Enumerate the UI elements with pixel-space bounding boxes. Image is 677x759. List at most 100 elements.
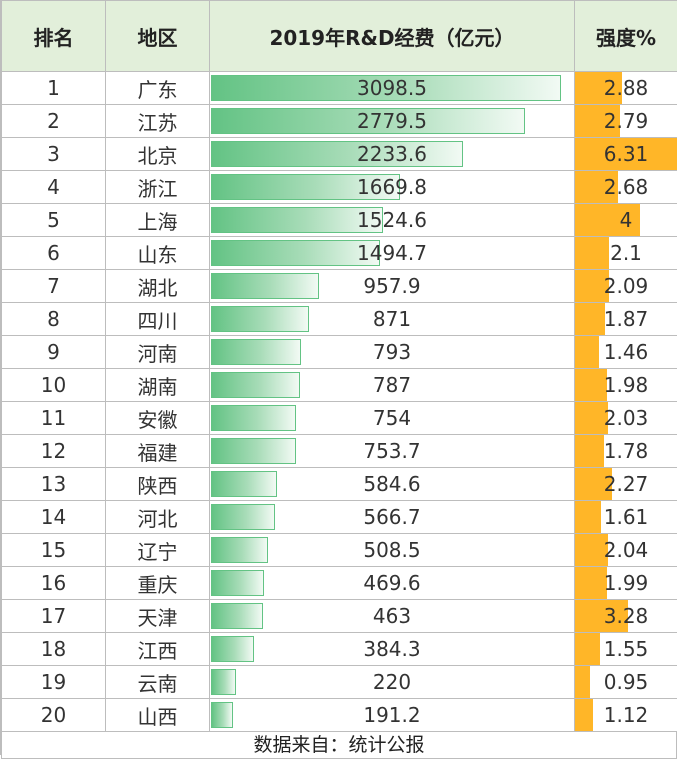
- rank-cell[interactable]: 5: [2, 204, 106, 237]
- rank-cell[interactable]: 15: [2, 534, 106, 567]
- expense-cell[interactable]: 1494.7: [210, 237, 575, 270]
- region-cell[interactable]: 辽宁: [106, 534, 210, 567]
- expense-cell[interactable]: 469.6: [210, 567, 575, 600]
- expense-cell[interactable]: 566.7: [210, 501, 575, 534]
- region-cell[interactable]: 浙江: [106, 171, 210, 204]
- region-cell[interactable]: 云南: [106, 666, 210, 699]
- rank-cell[interactable]: 11: [2, 402, 106, 435]
- expense-cell[interactable]: 1524.6: [210, 204, 575, 237]
- intensity-cell[interactable]: 4: [575, 204, 677, 237]
- expense-cell[interactable]: 508.5: [210, 534, 575, 567]
- intensity-cell[interactable]: 1.99: [575, 567, 677, 600]
- region-cell[interactable]: 江苏: [106, 105, 210, 138]
- region-cell[interactable]: 天津: [106, 600, 210, 633]
- region-cell[interactable]: 北京: [106, 138, 210, 171]
- rank-cell[interactable]: 13: [2, 468, 106, 501]
- rank-cell[interactable]: 3: [2, 138, 106, 171]
- intensity-cell[interactable]: 2.03: [575, 402, 677, 435]
- region-cell[interactable]: 河南: [106, 336, 210, 369]
- rank-cell[interactable]: 17: [2, 600, 106, 633]
- intensity-cell[interactable]: 2.04: [575, 534, 677, 567]
- intensity-cell[interactable]: 0.95: [575, 666, 677, 699]
- header-region[interactable]: 地区: [106, 1, 210, 72]
- rank-cell[interactable]: 12: [2, 435, 106, 468]
- expense-cell[interactable]: 2779.5: [210, 105, 575, 138]
- region-cell[interactable]: 福建: [106, 435, 210, 468]
- region-cell[interactable]: 上海: [106, 204, 210, 237]
- rank-cell[interactable]: 2: [2, 105, 106, 138]
- region-cell[interactable]: 山西: [106, 699, 210, 732]
- header-intensity[interactable]: 强度%: [575, 1, 677, 72]
- expense-cell[interactable]: 793: [210, 336, 575, 369]
- intensity-cell[interactable]: 1.12: [575, 699, 677, 732]
- intensity-cell[interactable]: 1.55: [575, 633, 677, 666]
- rank-cell[interactable]: 18: [2, 633, 106, 666]
- rank-cell[interactable]: 4: [2, 171, 106, 204]
- expense-cell[interactable]: 384.3: [210, 633, 575, 666]
- intensity-cell[interactable]: 1.61: [575, 501, 677, 534]
- rank-cell[interactable]: 10: [2, 369, 106, 402]
- expense-cell[interactable]: 957.9: [210, 270, 575, 303]
- region-cell[interactable]: 安徽: [106, 402, 210, 435]
- region-cell[interactable]: 重庆: [106, 567, 210, 600]
- expense-cell[interactable]: 754: [210, 402, 575, 435]
- header-rank[interactable]: 排名: [2, 1, 106, 72]
- intensity-cell[interactable]: 2.79: [575, 105, 677, 138]
- rank-cell[interactable]: 19: [2, 666, 106, 699]
- expense-cell[interactable]: 2233.6: [210, 138, 575, 171]
- intensity-cell[interactable]: 2.68: [575, 171, 677, 204]
- expense-cell[interactable]: 463: [210, 600, 575, 633]
- expense-cell[interactable]: 787: [210, 369, 575, 402]
- expense-cell[interactable]: 584.6: [210, 468, 575, 501]
- region-cell[interactable]: 江西: [106, 633, 210, 666]
- rank-cell[interactable]: 9: [2, 336, 106, 369]
- intensity-cell[interactable]: 6.31: [575, 138, 677, 171]
- expense-cell[interactable]: 220: [210, 666, 575, 699]
- region-cell[interactable]: 河北: [106, 501, 210, 534]
- region-cell[interactable]: 湖北: [106, 270, 210, 303]
- intensity-cell[interactable]: 1.98: [575, 369, 677, 402]
- intensity-cell[interactable]: 1.78: [575, 435, 677, 468]
- intensity-cell[interactable]: 2.09: [575, 270, 677, 303]
- expense-cell[interactable]: 871: [210, 303, 575, 336]
- rank-cell[interactable]: 8: [2, 303, 106, 336]
- rank-cell[interactable]: 20: [2, 699, 106, 732]
- expense-cell[interactable]: 191.2: [210, 699, 575, 732]
- region-cell[interactable]: 广东: [106, 72, 210, 105]
- expense-cell[interactable]: 1669.8: [210, 171, 575, 204]
- region-cell[interactable]: 四川: [106, 303, 210, 336]
- intensity-cell[interactable]: 1.46: [575, 336, 677, 369]
- intensity-cell[interactable]: 2.1: [575, 237, 677, 270]
- header-expense[interactable]: 2019年R&D经费（亿元）: [210, 1, 575, 72]
- intensity-cell[interactable]: 2.27: [575, 468, 677, 501]
- expense-cell[interactable]: 753.7: [210, 435, 575, 468]
- rank-cell[interactable]: 16: [2, 567, 106, 600]
- region-cell[interactable]: 陕西: [106, 468, 210, 501]
- intensity-cell[interactable]: 1.87: [575, 303, 677, 336]
- rank-cell[interactable]: 14: [2, 501, 106, 534]
- intensity-cell[interactable]: 3.28: [575, 600, 677, 633]
- rank-cell[interactable]: 6: [2, 237, 106, 270]
- rank-cell[interactable]: 7: [2, 270, 106, 303]
- region-cell[interactable]: 山东: [106, 237, 210, 270]
